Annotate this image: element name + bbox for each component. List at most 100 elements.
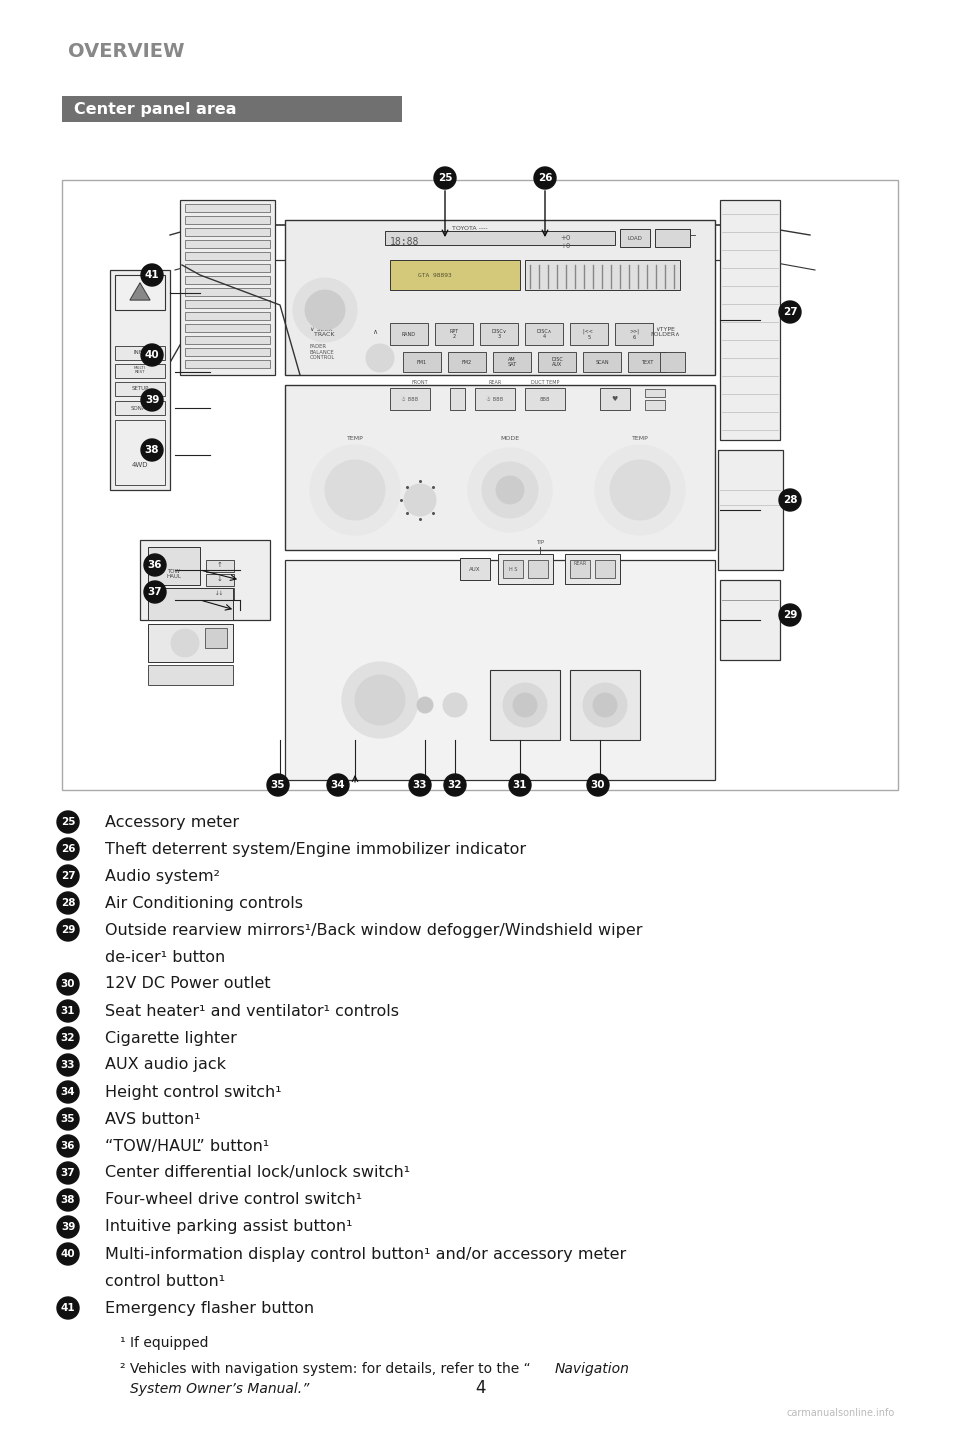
FancyBboxPatch shape [390,261,520,289]
Text: SETUP: SETUP [132,386,149,390]
FancyBboxPatch shape [185,216,270,225]
Text: 29: 29 [782,611,797,621]
Text: Cigarette lighter: Cigarette lighter [105,1031,237,1045]
Text: Audio system²: Audio system² [105,868,220,884]
Text: Center panel area: Center panel area [74,101,236,117]
Polygon shape [130,284,150,300]
Circle shape [57,919,79,940]
Text: MODE: MODE [500,435,519,441]
Circle shape [57,999,79,1022]
Circle shape [779,301,801,323]
Text: SCAN: SCAN [595,360,609,364]
Circle shape [57,973,79,995]
FancyBboxPatch shape [185,288,270,297]
Text: 26: 26 [60,844,75,854]
Text: ↓↓: ↓↓ [215,590,225,596]
Text: 32: 32 [60,1032,75,1043]
Circle shape [57,1054,79,1076]
Text: AUX: AUX [469,566,481,572]
Text: 18:88: 18:88 [390,238,420,248]
FancyBboxPatch shape [185,336,270,344]
FancyBboxPatch shape [595,560,615,577]
Circle shape [503,683,547,727]
FancyBboxPatch shape [450,387,465,410]
FancyBboxPatch shape [115,275,165,310]
Text: 4WD: 4WD [132,462,148,468]
Text: DUCT TEMP: DUCT TEMP [531,380,559,384]
FancyBboxPatch shape [285,384,715,550]
Text: Theft deterrent system/Engine immobilizer indicator: Theft deterrent system/Engine immobilize… [105,841,526,857]
Text: 34: 34 [60,1087,75,1097]
Text: +0: +0 [560,235,570,240]
Text: ☃ 888: ☃ 888 [401,396,419,402]
FancyBboxPatch shape [403,351,441,372]
Circle shape [593,693,617,717]
Text: 38: 38 [145,445,159,455]
FancyBboxPatch shape [435,323,473,346]
Circle shape [342,662,418,739]
FancyBboxPatch shape [490,670,560,740]
FancyBboxPatch shape [185,252,270,261]
Text: INFO: INFO [133,350,147,354]
Text: 28: 28 [782,495,797,505]
Text: Multi-information display control button¹ and/or accessory meter: Multi-information display control button… [105,1247,626,1261]
Text: ¹ If equipped: ¹ If equipped [120,1336,208,1351]
Text: 888: 888 [540,396,550,402]
Circle shape [482,462,538,518]
FancyBboxPatch shape [390,387,430,410]
Text: Accessory meter: Accessory meter [105,815,239,829]
FancyBboxPatch shape [185,348,270,356]
FancyBboxPatch shape [448,351,486,372]
Text: “TOW/HAUL” button¹: “TOW/HAUL” button¹ [105,1139,269,1153]
Text: ∨ SEEK
  TRACK: ∨ SEEK TRACK [310,327,334,337]
Text: 29: 29 [60,924,75,935]
Text: de-icer¹ button: de-icer¹ button [105,949,226,965]
Circle shape [57,1081,79,1103]
FancyBboxPatch shape [645,400,665,410]
Circle shape [57,1215,79,1238]
Text: 27: 27 [782,307,798,317]
Circle shape [144,580,166,603]
FancyBboxPatch shape [460,559,490,580]
Text: 33: 33 [413,780,427,791]
Circle shape [404,484,436,516]
FancyBboxPatch shape [655,229,690,248]
Circle shape [409,775,431,796]
Text: OVERVIEW: OVERVIEW [68,42,184,60]
FancyBboxPatch shape [206,588,234,600]
FancyBboxPatch shape [115,346,165,360]
Circle shape [434,167,456,189]
Circle shape [587,775,609,796]
FancyBboxPatch shape [148,665,233,685]
Circle shape [267,775,289,796]
Circle shape [57,1135,79,1156]
Text: +0: +0 [560,243,570,249]
FancyBboxPatch shape [185,360,270,369]
Text: control button¹: control button¹ [105,1273,226,1289]
Text: Emergency flasher button: Emergency flasher button [105,1300,314,1316]
Circle shape [417,697,433,713]
Text: carmanualsonline.info: carmanualsonline.info [787,1408,895,1418]
Circle shape [509,775,531,796]
FancyBboxPatch shape [528,560,548,577]
Circle shape [443,693,467,717]
Circle shape [496,477,524,504]
FancyBboxPatch shape [185,264,270,272]
FancyBboxPatch shape [565,554,620,585]
FancyBboxPatch shape [185,240,270,248]
FancyBboxPatch shape [493,351,531,372]
FancyBboxPatch shape [206,575,234,586]
FancyBboxPatch shape [620,229,650,248]
Text: 34: 34 [330,780,346,791]
FancyBboxPatch shape [615,323,653,346]
FancyBboxPatch shape [62,180,898,791]
Text: MULTI
REST: MULTI REST [134,366,146,374]
FancyBboxPatch shape [185,300,270,308]
Text: AM
SAT: AM SAT [508,357,516,367]
Text: REAR: REAR [573,560,587,566]
Text: 31: 31 [513,780,527,791]
Circle shape [305,289,345,330]
Text: >>|
6: >>| 6 [629,328,639,340]
FancyBboxPatch shape [205,628,227,648]
Text: ∨TYPE
FOLDER∧: ∨TYPE FOLDER∧ [650,327,680,337]
